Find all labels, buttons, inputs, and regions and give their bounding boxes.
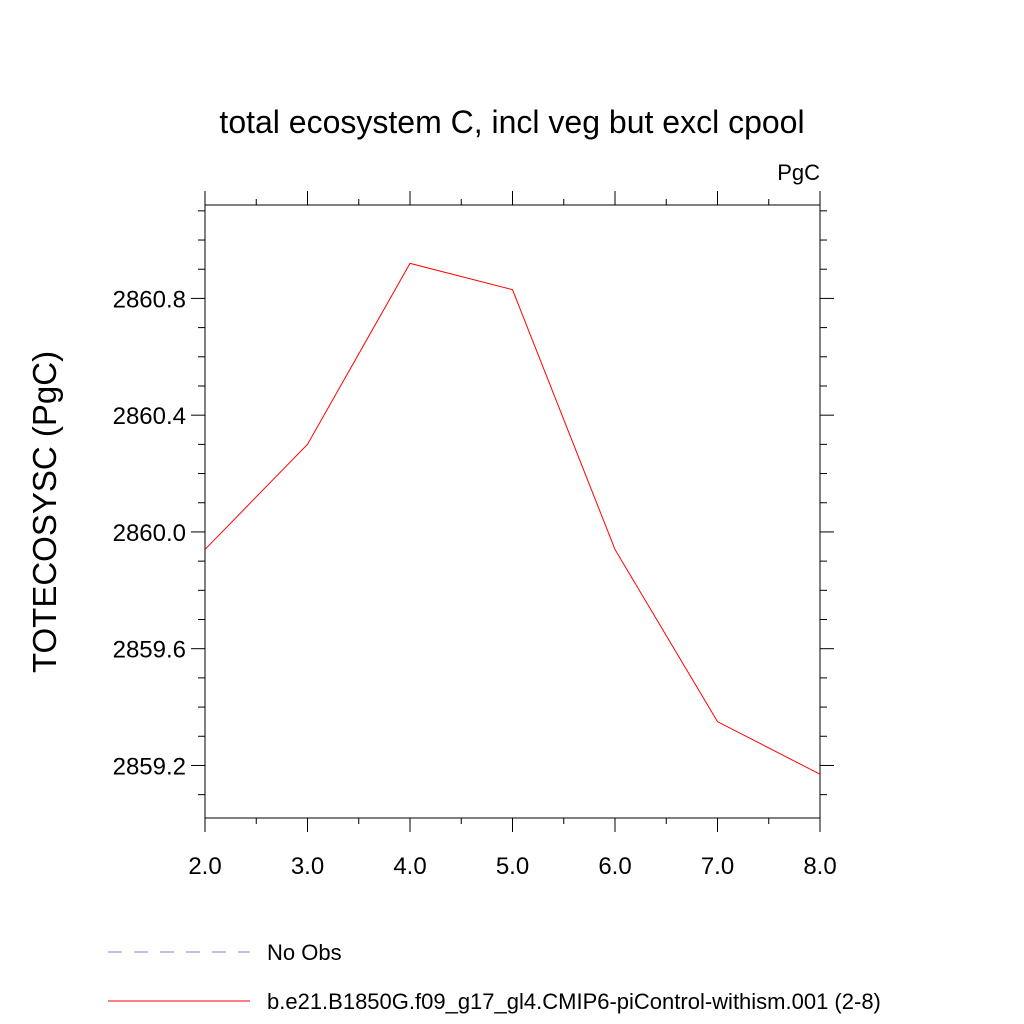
plot-frame [204, 204, 821, 819]
x-tick-label: 3.0 [291, 853, 324, 880]
series-line [204, 262, 821, 775]
y-tick-label: 2859.6 [113, 637, 186, 664]
x-tick-label: 8.0 [803, 853, 836, 880]
y-tick-labels: 2859.2 2859.6 2860.0 2860.4 2860.8 [113, 286, 186, 780]
y-tick-label: 2860.4 [113, 403, 186, 430]
legend-label-no-obs: No Obs [267, 940, 342, 965]
units-label: PgC [777, 160, 820, 185]
chart-title: total ecosystem C, incl veg but excl cpo… [219, 104, 804, 140]
legend-label-model: b.e21.B1850G.f09_g17_gl4.CMIP6-piControl… [267, 989, 881, 1014]
x-tick-label: 5.0 [496, 853, 529, 880]
series-group [204, 262, 821, 775]
y-tick-label: 2859.2 [113, 753, 186, 780]
x-tick-label: 4.0 [393, 853, 426, 880]
y-axis-label: TOTECOSYSC (PgC) [26, 351, 63, 673]
x-tick-label: 6.0 [598, 853, 631, 880]
y-tick-label: 2860.0 [113, 520, 186, 547]
y-tick-label: 2860.8 [113, 286, 186, 313]
legend: No Obs b.e21.B1850G.f09_g17_gl4.CMIP6-pi… [108, 940, 881, 1014]
x-tick-labels: 2.0 3.0 4.0 5.0 6.0 7.0 8.0 [188, 853, 836, 880]
x-tick-label: 7.0 [701, 853, 734, 880]
x-tick-label: 2.0 [188, 853, 221, 880]
axis-ticks [191, 191, 834, 832]
